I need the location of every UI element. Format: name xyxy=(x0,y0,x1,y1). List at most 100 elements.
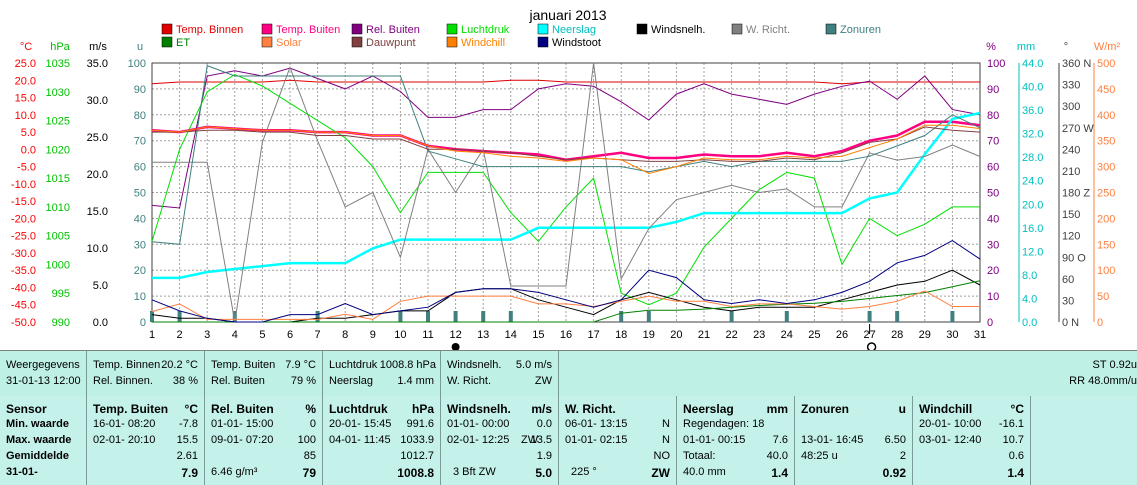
series-line xyxy=(151,79,980,85)
rbuiten-unit: % xyxy=(305,402,316,416)
windsnelh-label: Windsnelh. xyxy=(447,359,502,371)
right-axis-tick: 8.0 xyxy=(1022,270,1037,282)
rr-value: RR 48.0mm/u xyxy=(1069,375,1137,387)
x-tick-label: 17 xyxy=(587,329,599,341)
right-axis-tick: 90 O xyxy=(1062,252,1086,264)
x-tick-label: 18 xyxy=(615,329,627,341)
sensor-table: Sensor Min. waarde Max. waarde Gemiddeld… xyxy=(0,396,1137,485)
left-axis-tick: 10.0 xyxy=(87,243,108,255)
x-tick-label: 19 xyxy=(643,329,655,341)
sensor-col-wrichting: W. Richt. 06-01- 13:15 N 01-01- 02:15 N … xyxy=(559,396,677,485)
summary-col-binnen: Temp. Binnen 20.2 °C Rel. Binnen. 38 % xyxy=(87,351,205,396)
wind-beaufort: 3 Bft ZW xyxy=(453,466,496,478)
summary-panel: Weergegevens 31-01-13 12:00 Temp. Binnen… xyxy=(0,350,1137,396)
left-axis-tick: 990 xyxy=(52,317,70,329)
left-axis-tick: 10.0 xyxy=(15,110,36,122)
x-tick-label: 6 xyxy=(287,329,293,341)
right-axis-tick: 16.0 xyxy=(1022,223,1043,235)
legend-label: Zonuren xyxy=(840,24,881,36)
neerslag-unit: mm xyxy=(766,402,788,416)
temp-binnen-value: 20.2 °C xyxy=(161,359,198,371)
left-axis-tick: 1035 xyxy=(46,58,70,70)
legend-label: Temp. Buiten xyxy=(276,24,340,36)
rel-buiten-value: 79 % xyxy=(290,375,316,387)
rain-bar xyxy=(729,311,734,322)
x-tick-label: 13 xyxy=(477,329,489,341)
rel-binnen-value: 38 % xyxy=(172,375,198,387)
tbuiten-min: -7.8 xyxy=(179,418,198,430)
rain-bar xyxy=(426,311,430,322)
series-line xyxy=(152,62,981,323)
windchill-avg: 0.6 xyxy=(1008,450,1024,462)
right-axis-tick: 40.0 xyxy=(1022,82,1043,94)
right-axis-tick: 210 xyxy=(1062,166,1080,178)
zonuren-max-dt: 13-01- 16:45 xyxy=(801,434,864,446)
wrichting-deg: 225 ° xyxy=(571,466,597,478)
left-axis-tick: 90 xyxy=(134,84,146,96)
neerslag-month: 40.0 mm xyxy=(683,466,726,478)
x-tick-label: 25 xyxy=(808,329,820,341)
x-tick-label: 3 xyxy=(204,329,210,341)
sensor-col-wind: Windsnelh. m/s 01-01- 00:00 0.0 02-01- 1… xyxy=(441,396,559,485)
x-tick-label: 20 xyxy=(670,329,682,341)
neerslag-max: 7.6 xyxy=(772,434,788,446)
right-axis-tick: 0 xyxy=(1097,317,1103,329)
wind-max-dt: 02-01- 12:25 xyxy=(447,434,510,446)
left-axis-tick: 1000 xyxy=(46,259,70,271)
right-axis-tick: 330 xyxy=(1062,80,1080,92)
min-label: Min. waarde xyxy=(6,418,69,430)
rain-bar xyxy=(398,311,403,322)
windchill-min-dt: 20-01- 10:00 xyxy=(919,418,982,430)
x-tick-label: 12 xyxy=(449,329,461,341)
left-axis-tick: -20.0 xyxy=(11,213,36,225)
legend-label: W. Richt. xyxy=(746,24,790,36)
left-axis-tick: -10.0 xyxy=(11,179,36,191)
left-axis-tick: 5.0 xyxy=(21,127,36,139)
luchtdruk-max-dt: 04-01- 11:45 xyxy=(329,434,391,446)
series-line xyxy=(152,126,981,162)
neerslag-title: Neerslag xyxy=(683,402,734,416)
rbuiten-cur: 79 xyxy=(302,466,316,480)
rain-bar xyxy=(895,311,900,322)
x-tick-label: 4 xyxy=(232,329,238,341)
x-tick-label: 8 xyxy=(342,329,348,341)
left-axis-tick: 20.0 xyxy=(87,169,108,181)
left-axis-tick: 80 xyxy=(134,110,146,122)
left-axis-tick: 35.0 xyxy=(87,58,108,70)
summary-datetime: 31-01-13 12:00 xyxy=(6,375,81,387)
right-axis-tick: 350 xyxy=(1097,136,1115,148)
left-axis-tick: 1005 xyxy=(46,231,70,243)
tbuiten-unit: °C xyxy=(184,402,198,416)
legend-swatch xyxy=(351,23,363,35)
right-axis-tick: 30 xyxy=(1062,295,1074,307)
sensor-col-tbuiten: Temp. Buiten °C 16-01- 08:20 -7.8 02-01-… xyxy=(87,396,205,485)
left-axis-tick: 10 xyxy=(134,291,146,303)
right-axis-tick: 32.0 xyxy=(1022,129,1043,141)
left-axis-tick: 25.0 xyxy=(15,58,36,70)
series-line xyxy=(151,73,980,306)
summary-col-buiten: Temp. Buiten 7.9 °C Rel. Buiten 79 % xyxy=(205,351,323,396)
left-axis-tick: 70 xyxy=(134,136,146,148)
luchtdruk-min: 991.6 xyxy=(406,418,434,430)
left-axis-tick: 40 xyxy=(134,213,146,225)
wrichting-max: N xyxy=(662,434,670,446)
x-tick-label: 9 xyxy=(370,329,376,341)
right-axis-tick: 90 xyxy=(987,84,999,96)
legend-label: Solar xyxy=(276,37,302,49)
tbuiten-max-dt: 02-01- 20:10 xyxy=(93,434,156,446)
rbuiten-min: 0 xyxy=(309,418,316,430)
left-axis-tick: 1020 xyxy=(46,144,70,156)
wind-max-dir: ZW xyxy=(521,434,539,446)
right-axis-tick: 44.0 xyxy=(1022,58,1043,70)
neerslag-label: Neerslag xyxy=(329,375,374,387)
right-axis-tick: 12.0 xyxy=(1022,246,1043,258)
right-axis-tick: 50 xyxy=(1097,291,1109,303)
rel-buiten-label: Rel. Buiten xyxy=(211,375,265,387)
series-line xyxy=(152,280,981,323)
new-moon-icon xyxy=(451,343,460,350)
wrichting-value: ZW xyxy=(534,375,552,387)
left-axis-tick: 20.0 xyxy=(15,75,36,87)
wrichting-min: N xyxy=(662,418,670,430)
x-tick-label: 14 xyxy=(505,329,517,341)
legend-swatch xyxy=(261,23,273,35)
